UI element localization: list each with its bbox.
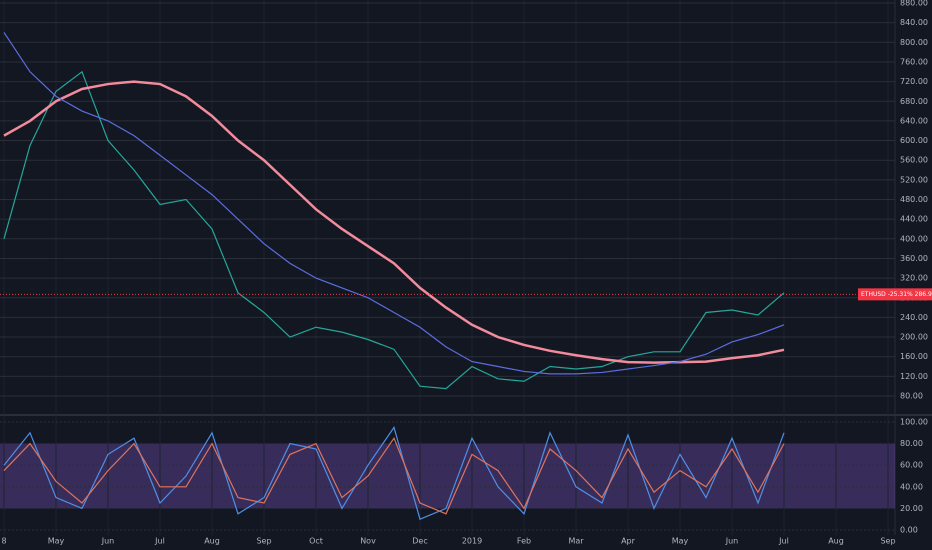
y-tick-label: 760.00	[900, 57, 928, 66]
x-tick-label: Sep	[256, 537, 271, 546]
series-line	[3, 80, 785, 364]
y-tick-label: 360.00	[900, 254, 928, 263]
y-tick-label: 640.00	[900, 116, 928, 125]
x-tick-label: 2019	[462, 537, 482, 546]
y-tick-label: 880.00	[900, 0, 928, 8]
y-tick-label: 440.00	[900, 215, 928, 224]
x-tick-label: Jul	[778, 537, 789, 546]
x-tick-label: Dec	[412, 537, 427, 546]
y-tick-label: 600.00	[900, 136, 928, 145]
price-tag-label: ETHUSD -25.31% 286.93	[861, 291, 932, 298]
y-tick-label: 400.00	[900, 234, 928, 243]
y2-tick-label: 80.00	[900, 439, 923, 448]
x-tick-label: Aug	[828, 537, 844, 546]
y-tick-label: 120.00	[900, 372, 928, 381]
y2-tick-label: 20.00	[900, 504, 923, 513]
x-tick-label: Nov	[360, 537, 376, 546]
price-tag	[858, 288, 932, 301]
series-line	[3, 32, 785, 375]
y-tick-label: 680.00	[900, 97, 928, 106]
series-line	[3, 436, 785, 515]
x-tick-label: Jul	[154, 537, 165, 546]
y-tick-label: 160.00	[900, 352, 928, 361]
y2-tick-label: 60.00	[900, 461, 923, 470]
x-tick-label: Sep	[880, 537, 895, 546]
y-tick-label: 480.00	[900, 195, 928, 204]
y-tick-label: 80.00	[900, 392, 923, 401]
oscillator-band	[0, 443, 895, 509]
y2-tick-label: 0.00	[900, 526, 918, 535]
y-tick-label: 840.00	[900, 18, 928, 27]
x-tick-label: May	[48, 537, 65, 546]
x-tick-label: Jun	[101, 537, 115, 546]
x-tick-label: May	[672, 537, 689, 546]
y2-tick-label: 100.00	[900, 418, 928, 427]
y-tick-label: 720.00	[900, 77, 928, 86]
x-tick-label: 8	[1, 537, 6, 546]
y-tick-label: 800.00	[900, 38, 928, 47]
x-tick-label: Feb	[517, 537, 531, 546]
x-tick-label: Aug	[204, 537, 220, 546]
x-tick-label: Mar	[568, 537, 584, 546]
x-tick-label: Apr	[621, 537, 636, 546]
y2-tick-label: 40.00	[900, 482, 923, 491]
x-tick-label: Jun	[725, 537, 739, 546]
y-tick-label: 560.00	[900, 156, 928, 165]
y-tick-label: 200.00	[900, 333, 928, 342]
x-tick-label: Oct	[309, 537, 323, 546]
series-line	[3, 426, 785, 521]
y-tick-label: 320.00	[900, 274, 928, 283]
y-tick-label: 520.00	[900, 175, 928, 184]
y-tick-label: 240.00	[900, 313, 928, 322]
series-line	[3, 70, 785, 390]
